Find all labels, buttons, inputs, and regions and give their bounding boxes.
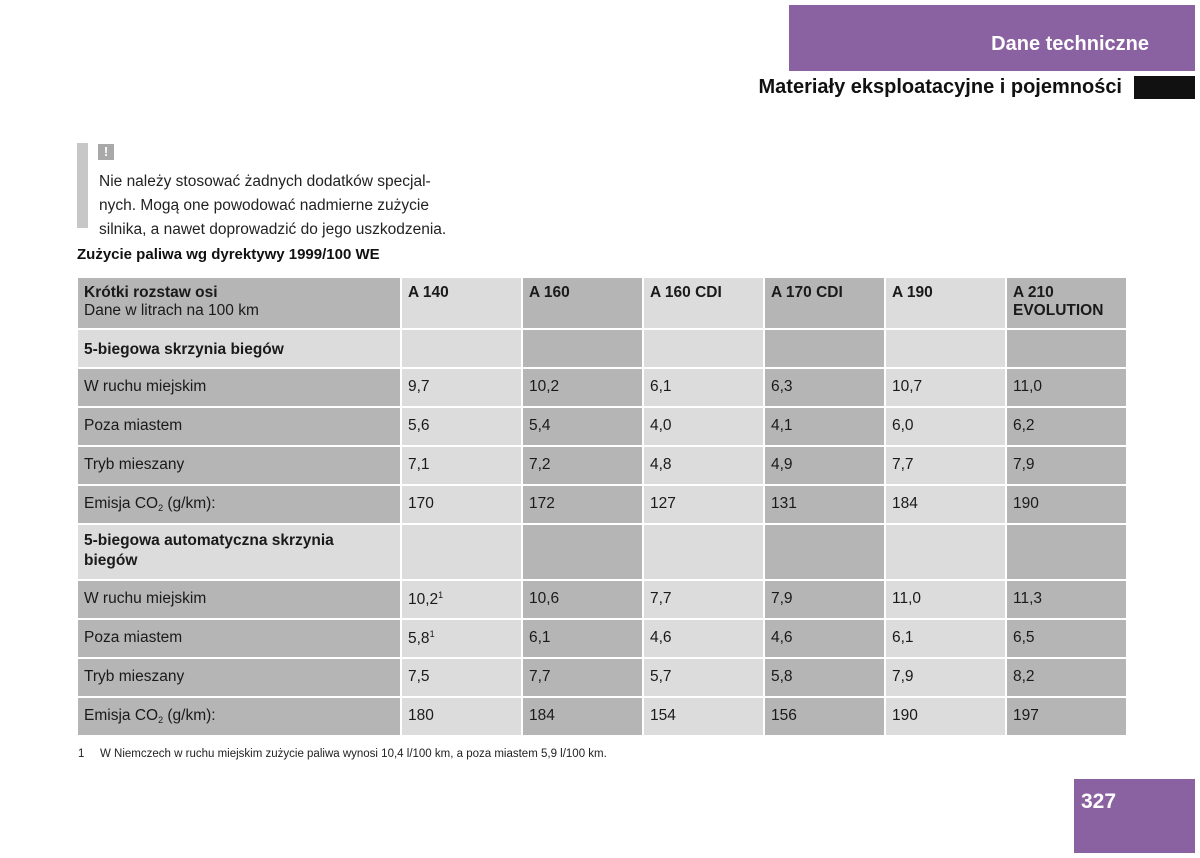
column-header: A 170 CDI [763,276,886,330]
table-cell: 11,0 [1005,367,1128,408]
table-cell: 7,2 [521,445,644,486]
table-cell: 5,81 [400,618,523,659]
table-cell: 156 [763,696,886,737]
row-label: Tryb mieszany [76,445,402,486]
table-cell: 4,8 [642,445,765,486]
group-row: 5-biegowa automatyczna skrzynia biegów [76,523,1128,581]
table-cell: 170 [400,484,523,525]
table-cell: 172 [521,484,644,525]
table-cell: 4,6 [642,618,765,659]
table-cell: 6,0 [884,406,1007,447]
chapter-title: Dane techniczne [991,33,1149,55]
table-cell: 5,4 [521,406,644,447]
column-header: A 160 [521,276,644,330]
table-row: W ruchu miejskim 9,7 10,2 6,1 6,3 10,7 1… [76,367,1128,408]
table-cell: 5,6 [400,406,523,447]
table-cell: 6,5 [1005,618,1128,659]
table-cell: 10,21 [400,579,523,620]
table-cell: 6,1 [642,367,765,408]
table-cell: 7,1 [400,445,523,486]
table-cell: 180 [400,696,523,737]
table-row: Poza miastem 5,81 6,1 4,6 4,6 6,1 6,5 [76,618,1128,659]
table-cell: 6,1 [521,618,644,659]
warning-line: nych. Mogą one powodować nadmierne zużyc… [99,197,429,214]
table-cell: 11,0 [884,579,1007,620]
table-cell: 6,2 [1005,406,1128,447]
row-label: W ruchu miejskim [76,367,402,408]
header-label-cell: Krótki rozstaw osi Dane w litrach na 100… [76,276,402,330]
chapter-tab: Dane techniczne [789,5,1195,71]
table-cell: 8,2 [1005,657,1128,698]
table-row: W ruchu miejskim 10,21 10,6 7,7 7,9 11,0… [76,579,1128,620]
row-label: Poza miastem [76,406,402,447]
table-row: Tryb mieszany 7,1 7,2 4,8 4,9 7,7 7,9 [76,445,1128,486]
table-cell: 6,1 [884,618,1007,659]
table-cell: 184 [884,484,1007,525]
group-title: 5-biegowa skrzynia biegów [76,328,402,369]
table-row: Emisja CO2 (g/km): 180 184 154 156 190 1… [76,696,1128,737]
table-cell: 154 [642,696,765,737]
table-cell: 127 [642,484,765,525]
table-header-title: Krótki rozstaw osi [84,284,218,301]
table-cell: 5,7 [642,657,765,698]
table-cell: 5,8 [763,657,886,698]
table-cell: 7,7 [884,445,1007,486]
table-cell: 190 [884,696,1007,737]
table-cell: 4,9 [763,445,886,486]
page-number: 327 [1081,790,1117,813]
table-cell: 184 [521,696,644,737]
column-header: A 160 CDI [642,276,765,330]
warning-icon: ! [98,144,114,160]
warning-line: Nie należy stosować żadnych dodatków spe… [99,173,431,190]
table-cell: 10,7 [884,367,1007,408]
table-cell: 7,9 [763,579,886,620]
warning-line: silnika, a nawet doprowadzić do jego usz… [99,221,447,238]
table-caption: Zużycie paliwa wg dyrektywy 1999/100 WE [77,246,380,263]
footnote-number: 1 [78,748,85,760]
footnote-mark: 1 [438,590,444,600]
table-cell: 190 [1005,484,1128,525]
row-label: Tryb mieszany [76,657,402,698]
footnote-text: W Niemczech w ruchu miejskim zużycie pal… [100,748,607,760]
section-marker [1134,76,1195,99]
column-header: A 210 EVOLUTION [1005,276,1128,330]
column-header: A 190 [884,276,1007,330]
table-cell: 197 [1005,696,1128,737]
table-cell: 9,7 [400,367,523,408]
table-cell: 4,0 [642,406,765,447]
table-cell: 7,9 [884,657,1007,698]
column-header-line: A 210 [1013,284,1054,301]
table-cell: 6,3 [763,367,886,408]
row-label: Emisja CO2 (g/km): [76,696,402,737]
footnote: 1 W Niemczech w ruchu miejskim zużycie pa… [78,748,607,760]
section-title: Materiały eksploatacyjne i pojemności [758,76,1122,98]
warning-text: Nie należy stosować żadnych dodatków spe… [99,170,459,242]
table-cell: 10,2 [521,367,644,408]
table-cell: 4,1 [763,406,886,447]
row-label: W ruchu miejskim [76,579,402,620]
table-row: Emisja CO2 (g/km): 170 172 127 131 184 1… [76,484,1128,525]
column-header: A 140 [400,276,523,330]
table-cell: 7,7 [521,657,644,698]
table-cell: 7,5 [400,657,523,698]
table-cell: 10,6 [521,579,644,620]
table-cell: 7,7 [642,579,765,620]
group-row: 5-biegowa skrzynia biegów [76,328,1128,369]
table-cell: 4,6 [763,618,886,659]
table-row: Tryb mieszany 7,5 7,7 5,7 5,8 7,9 8,2 [76,657,1128,698]
table-cell: 11,3 [1005,579,1128,620]
table-header-row: Krótki rozstaw osi Dane w litrach na 100… [76,276,1128,330]
row-label: Emisja CO2 (g/km): [76,484,402,525]
footnote-mark: 1 [429,629,435,639]
table-cell: 7,9 [1005,445,1128,486]
page-tab [1074,779,1195,853]
group-title: 5-biegowa automatyczna skrzynia biegów [76,523,402,581]
table-header-subtitle: Dane w litrach na 100 km [84,302,259,319]
warning-bar [77,143,88,228]
column-header-line: EVOLUTION [1013,302,1104,319]
fuel-consumption-table: Krótki rozstaw osi Dane w litrach na 100… [76,276,1128,737]
table-row: Poza miastem 5,6 5,4 4,0 4,1 6,0 6,2 [76,406,1128,447]
row-label: Poza miastem [76,618,402,659]
table-cell: 131 [763,484,886,525]
